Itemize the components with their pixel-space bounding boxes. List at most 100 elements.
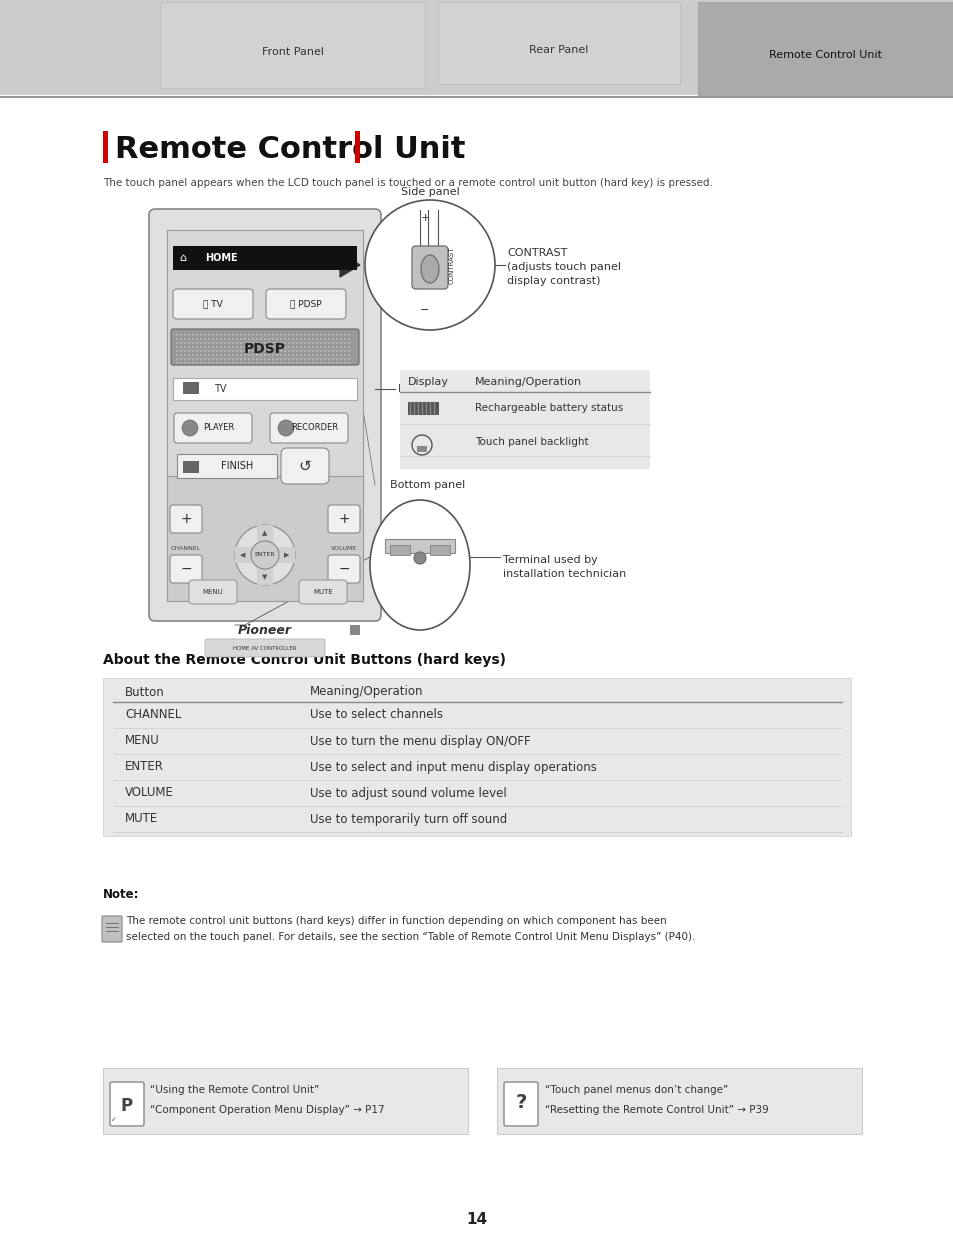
Circle shape [175, 346, 178, 348]
Circle shape [292, 338, 294, 340]
Circle shape [288, 333, 290, 336]
FancyBboxPatch shape [102, 916, 122, 942]
Text: ▼: ▼ [262, 573, 268, 580]
Circle shape [308, 362, 310, 364]
Circle shape [204, 362, 206, 364]
Circle shape [244, 362, 246, 364]
Circle shape [308, 350, 310, 352]
Circle shape [299, 355, 302, 356]
Circle shape [204, 355, 206, 356]
Circle shape [235, 338, 237, 340]
Circle shape [188, 346, 190, 348]
Text: Terminal used by: Terminal used by [502, 555, 598, 565]
Circle shape [215, 338, 218, 340]
Circle shape [224, 358, 226, 360]
Circle shape [332, 355, 334, 356]
Circle shape [248, 350, 250, 352]
Circle shape [188, 358, 190, 360]
Circle shape [195, 358, 198, 360]
Circle shape [252, 338, 253, 340]
Circle shape [248, 355, 250, 356]
Circle shape [235, 358, 237, 360]
Circle shape [268, 350, 270, 352]
Circle shape [275, 358, 277, 360]
Circle shape [212, 338, 213, 340]
Circle shape [344, 358, 346, 360]
Circle shape [235, 342, 237, 345]
Circle shape [252, 346, 253, 348]
Circle shape [232, 358, 233, 360]
Circle shape [304, 358, 306, 360]
Circle shape [188, 350, 190, 352]
Circle shape [304, 350, 306, 352]
Circle shape [324, 350, 326, 352]
Circle shape [200, 362, 202, 364]
Circle shape [348, 358, 350, 360]
Circle shape [192, 346, 193, 348]
Circle shape [348, 338, 350, 340]
Circle shape [208, 338, 210, 340]
Circle shape [272, 355, 274, 356]
Ellipse shape [420, 255, 438, 282]
Text: 14: 14 [466, 1213, 487, 1228]
Circle shape [260, 355, 262, 356]
Text: Remote Control Unit: Remote Control Unit [769, 50, 882, 60]
Circle shape [295, 350, 297, 352]
FancyBboxPatch shape [328, 555, 359, 583]
Text: MENU: MENU [125, 734, 159, 748]
Circle shape [272, 333, 274, 336]
Circle shape [324, 346, 326, 348]
Circle shape [180, 355, 182, 356]
Circle shape [315, 358, 317, 360]
Circle shape [215, 350, 218, 352]
Text: CHANNEL: CHANNEL [125, 709, 181, 722]
Circle shape [272, 342, 274, 345]
Circle shape [295, 338, 297, 340]
Circle shape [292, 362, 294, 364]
Circle shape [232, 355, 233, 356]
Circle shape [175, 350, 178, 352]
Circle shape [304, 342, 306, 345]
Circle shape [252, 342, 253, 345]
Circle shape [332, 350, 334, 352]
Circle shape [288, 362, 290, 364]
Circle shape [220, 346, 222, 348]
Circle shape [332, 358, 334, 360]
Circle shape [335, 355, 337, 356]
Circle shape [315, 338, 317, 340]
Circle shape [220, 338, 222, 340]
Circle shape [348, 350, 350, 352]
Text: HOME: HOME [205, 253, 237, 262]
Circle shape [234, 525, 294, 585]
FancyBboxPatch shape [173, 413, 252, 443]
Circle shape [220, 358, 222, 360]
Circle shape [188, 338, 190, 340]
Text: Display: Display [408, 377, 449, 387]
Text: VOLUME: VOLUME [125, 786, 173, 800]
FancyBboxPatch shape [412, 246, 448, 289]
Circle shape [235, 333, 237, 336]
Circle shape [275, 338, 277, 340]
Circle shape [224, 355, 226, 356]
Text: HOME AV CONTROLLER: HOME AV CONTROLLER [233, 646, 296, 651]
Circle shape [184, 362, 186, 364]
Circle shape [184, 342, 186, 345]
FancyBboxPatch shape [110, 1082, 144, 1126]
FancyBboxPatch shape [167, 476, 363, 601]
Circle shape [232, 350, 233, 352]
Circle shape [215, 333, 218, 336]
Circle shape [192, 333, 193, 336]
Circle shape [292, 342, 294, 345]
Circle shape [248, 358, 250, 360]
Text: +: + [420, 213, 429, 223]
Circle shape [184, 346, 186, 348]
Circle shape [275, 362, 277, 364]
Circle shape [339, 333, 341, 336]
Circle shape [275, 350, 277, 352]
Circle shape [204, 350, 206, 352]
FancyBboxPatch shape [189, 580, 236, 605]
Circle shape [275, 333, 277, 336]
Circle shape [228, 350, 230, 352]
Circle shape [200, 342, 202, 345]
Circle shape [275, 342, 277, 345]
